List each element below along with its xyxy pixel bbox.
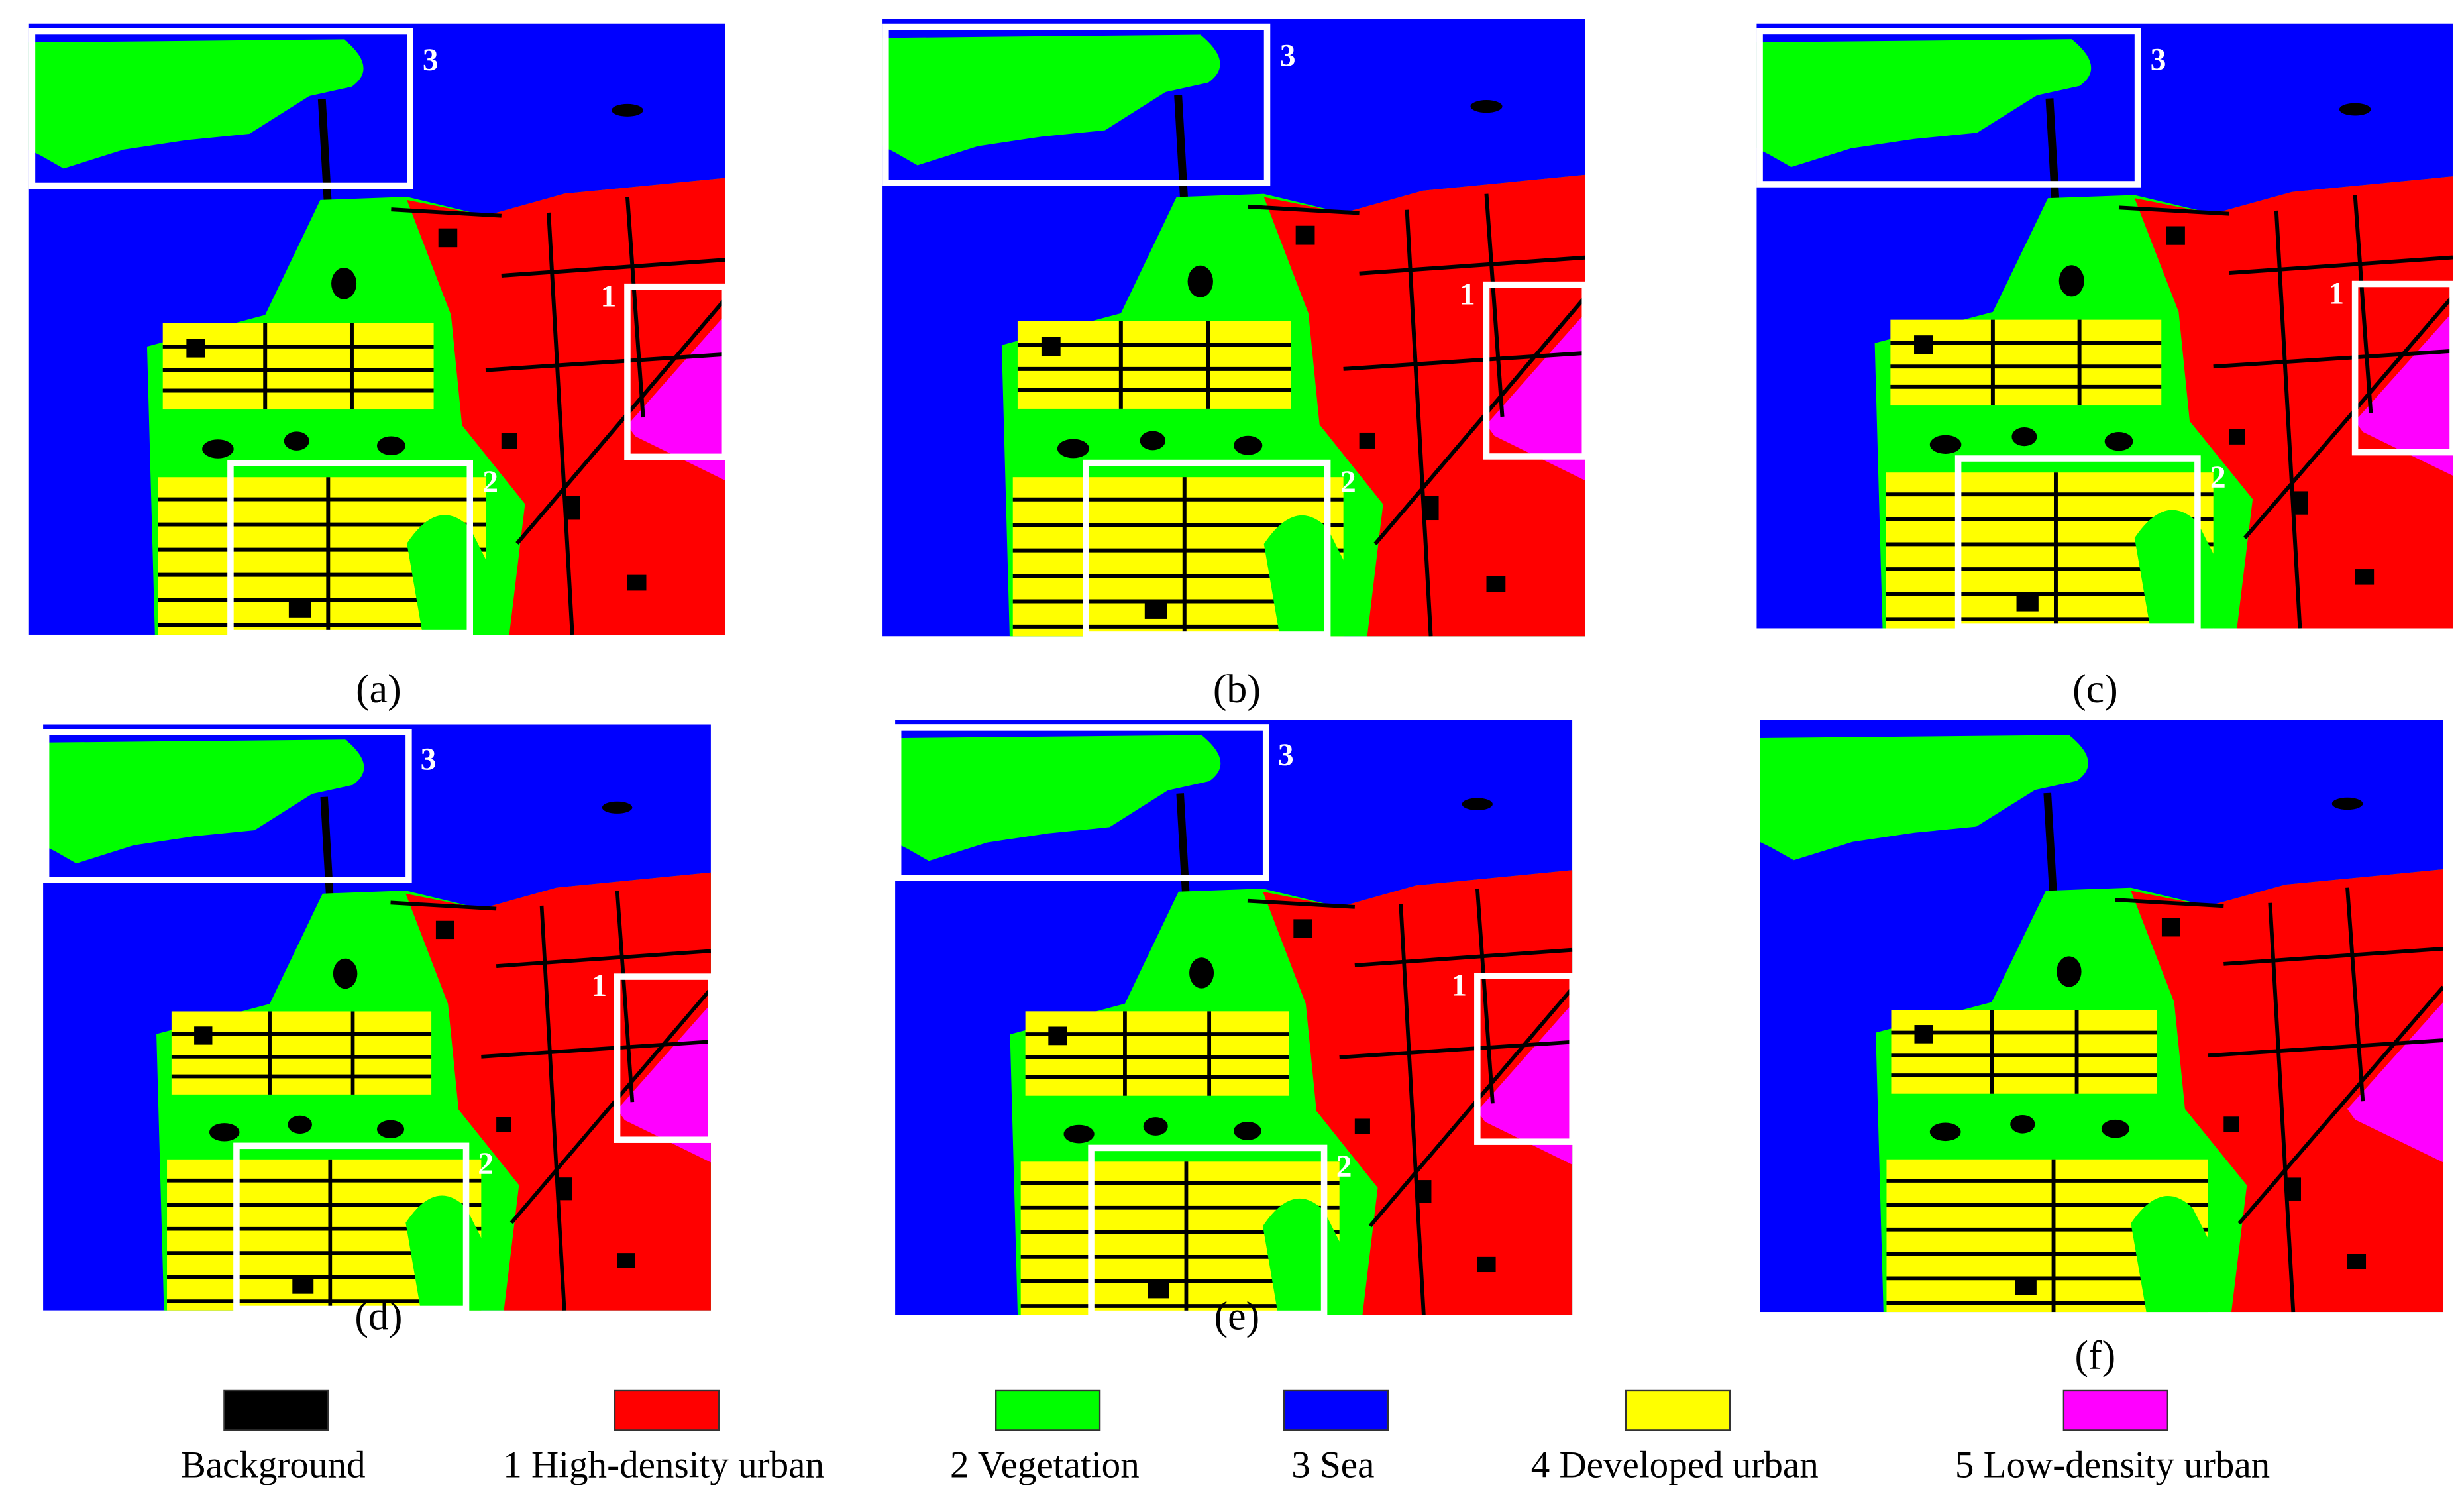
legend-label: 1 High-density urban: [503, 1444, 824, 1486]
panel-label: (f): [2075, 1333, 2116, 1378]
box-number: 3: [1278, 738, 1294, 773]
box-number: 1: [601, 280, 617, 314]
highlight-box: [1483, 281, 1588, 460]
legend-swatch: [1283, 1389, 1389, 1431]
classification-map: [895, 720, 1572, 1315]
legend-label: 5 Low-density urban: [1955, 1444, 2270, 1486]
box-number: 3: [423, 43, 439, 78]
panel-label: (c): [2072, 667, 2118, 712]
panels: 3 1 2 (a) 3 1 2 (b) 3 1 2 (c) 3 1 2 (d) 3 1 2 (e) (f): [28, 19, 2456, 1378]
legend-label: 4 Developed urban: [1531, 1444, 1819, 1486]
panel-label: (b): [1213, 667, 1261, 712]
highlight-box: [42, 729, 412, 883]
panel: 3 1 2 (d): [42, 724, 714, 1338]
highlight-box: [1756, 28, 2141, 188]
panel: 3 1 2 (b): [882, 19, 1588, 712]
panel-label: (a): [356, 667, 401, 712]
legend-swatch: [1625, 1389, 1731, 1431]
legend-label: Background: [181, 1444, 366, 1486]
legend-label: 3 Sea: [1291, 1444, 1374, 1486]
box-number: 1: [2328, 276, 2344, 311]
highlight-box: [1083, 459, 1331, 638]
box-number: 3: [1280, 38, 1296, 73]
legend-label: 2 Vegetation: [950, 1444, 1140, 1486]
panel-label: (e): [1214, 1293, 1260, 1338]
box-number: 2: [2210, 460, 2226, 495]
panel: (f): [1760, 720, 2443, 1378]
highlight-box: [882, 23, 1271, 186]
box-number: 2: [478, 1147, 494, 1181]
legend-swatch: [2062, 1389, 2168, 1431]
classification-map: [882, 19, 1585, 637]
box-number: 2: [1336, 1150, 1352, 1184]
classification-map: [1760, 720, 2443, 1312]
classification-map: [1756, 24, 2453, 629]
highlight-box: [2351, 280, 2456, 456]
box-number: 3: [421, 742, 437, 777]
legend-swatch: [614, 1389, 720, 1431]
panel: 3 1 2 (e): [894, 720, 1576, 1338]
highlight-box: [1088, 1144, 1328, 1317]
panel: 3 1 2 (a): [28, 24, 729, 712]
box-number: 1: [1451, 969, 1467, 1003]
box-number: 3: [2151, 42, 2166, 77]
box-number: 1: [591, 969, 607, 1003]
panel-label: (d): [354, 1293, 402, 1338]
highlight-box: [28, 28, 413, 189]
highlight-box: [614, 973, 714, 1143]
box-number: 1: [1460, 278, 1475, 312]
panel: 3 1 2 (c): [1756, 24, 2456, 712]
highlight-box: [1474, 973, 1576, 1145]
box-number: 2: [1340, 465, 1356, 500]
legend: Background 1 High-density urban 2 Vegetati…: [181, 1389, 2270, 1486]
highlight-box: [1954, 455, 2201, 630]
highlight-box: [227, 460, 474, 637]
legend-swatch: [995, 1389, 1101, 1431]
classification-map: [29, 24, 725, 635]
highlight-box: [624, 283, 729, 460]
box-number: 2: [482, 465, 498, 500]
legend-swatch: [223, 1389, 329, 1431]
highlight-box: [894, 724, 1269, 881]
classification-map: [43, 724, 711, 1310]
highlight-box: [233, 1142, 470, 1313]
